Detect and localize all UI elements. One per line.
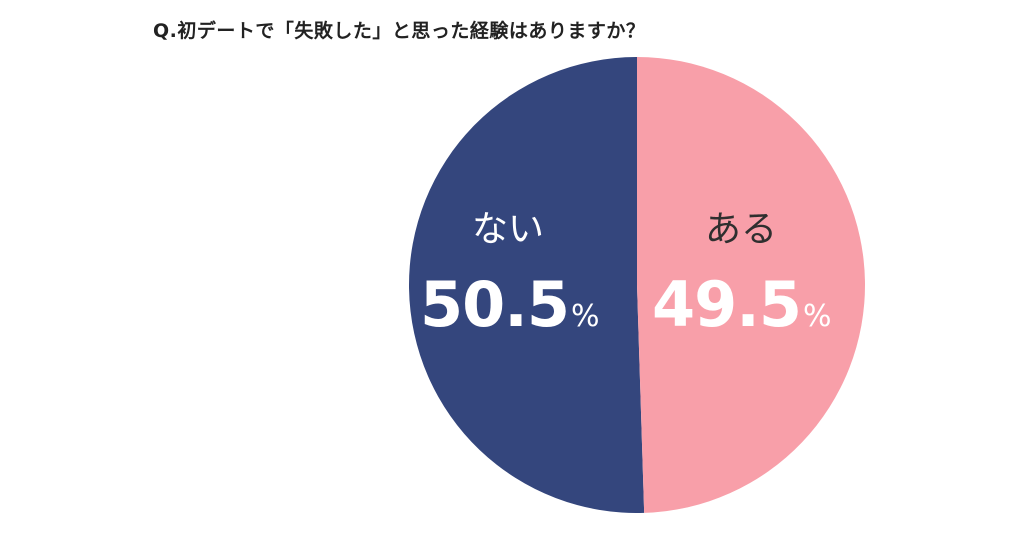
slice-value-number-nai: 50.5	[420, 268, 570, 341]
slice-value-nai: 50.5%	[420, 268, 600, 341]
slice-label-aru: ある	[705, 200, 777, 252]
slice-label-nai: ない	[470, 200, 544, 252]
slice-value-number-aru: 49.5	[652, 268, 802, 341]
slice-value-unit-aru: %	[802, 299, 832, 334]
slice-category-nai: ない	[472, 209, 545, 250]
slice-value-aru: 49.5%	[652, 268, 832, 341]
pie-slice-nai	[409, 57, 645, 513]
slice-category-aru: ある	[705, 209, 778, 250]
slice-value-unit-nai: %	[570, 299, 600, 334]
pie-slice-aru	[637, 57, 866, 513]
chart-title: Q.初デートで「失敗した」と思った経験はありますか？	[153, 20, 646, 42]
